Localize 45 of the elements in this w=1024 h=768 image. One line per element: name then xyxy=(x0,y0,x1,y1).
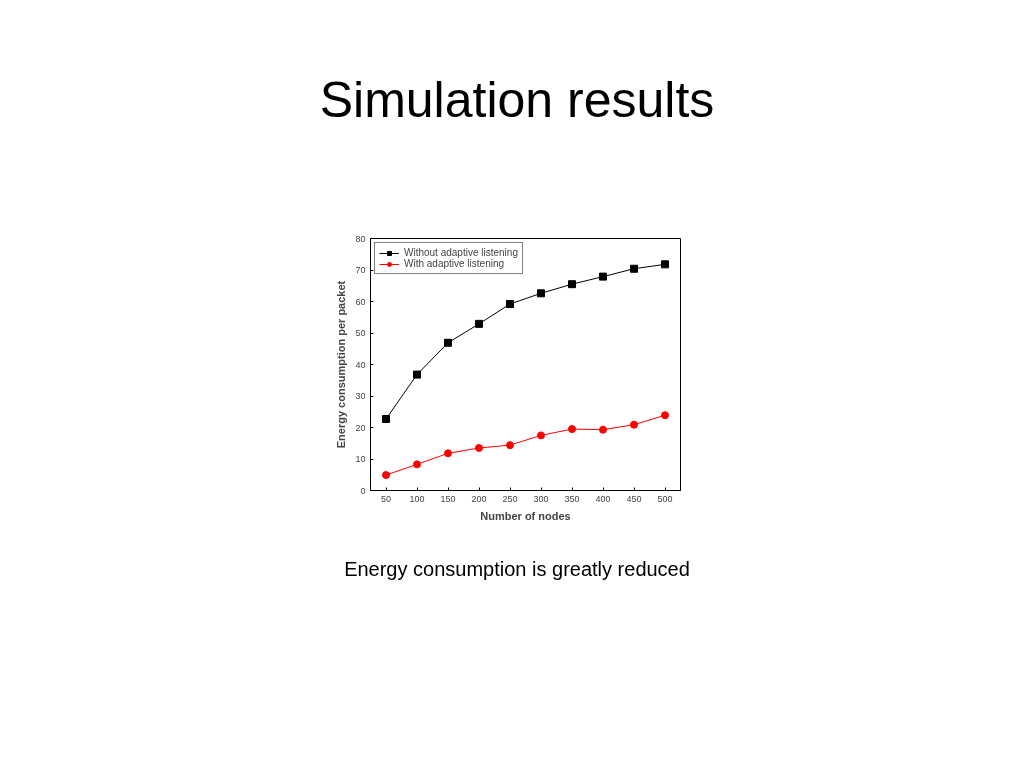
point xyxy=(382,471,390,480)
point xyxy=(537,431,545,440)
point xyxy=(568,425,576,434)
y-axis-title: Energy consumption per packet xyxy=(335,280,348,449)
point xyxy=(444,449,452,458)
y-tick-label: 10 xyxy=(355,454,366,464)
point xyxy=(599,425,607,434)
x-tick-label: 250 xyxy=(502,493,518,504)
y-tick-label: 0 xyxy=(360,485,366,496)
y-tick-label: 80 xyxy=(355,233,366,244)
point xyxy=(537,289,545,298)
point xyxy=(475,319,483,328)
point xyxy=(506,300,514,309)
x-tick-label: 150 xyxy=(440,493,456,504)
point xyxy=(506,441,514,450)
x-tick-label: 300 xyxy=(533,493,549,504)
point xyxy=(413,370,421,379)
legend-label: Without adaptive listening xyxy=(404,247,518,258)
point xyxy=(568,280,576,289)
y-tick-label: 20 xyxy=(355,422,366,433)
x-tick-label: 400 xyxy=(595,493,611,504)
point xyxy=(382,414,390,423)
y-tick-label: 70 xyxy=(355,265,366,275)
x-axis-title: Number of nodes xyxy=(480,509,571,522)
y-tick-label: 50 xyxy=(355,328,366,338)
point xyxy=(475,443,483,452)
x-tick-label: 50 xyxy=(380,493,392,504)
x-tick-label: 200 xyxy=(471,493,487,504)
point xyxy=(630,420,638,429)
point xyxy=(630,264,638,273)
point xyxy=(599,272,607,281)
chart-title: Simulation results xyxy=(319,71,715,130)
point xyxy=(444,338,452,347)
x-tick-label: 350 xyxy=(564,493,580,504)
y-tick-label: 30 xyxy=(355,391,366,401)
point xyxy=(413,460,421,469)
text: Energy consumption is greatly reduced xyxy=(344,557,690,582)
x-tick-label: 100 xyxy=(409,493,425,504)
y-tick-label: 60 xyxy=(355,296,366,307)
x-tick-label: 450 xyxy=(626,493,642,504)
x-tick-label: 500 xyxy=(657,493,673,504)
y-tick-label: 40 xyxy=(355,359,366,370)
legend-label: With adaptive listening xyxy=(404,258,505,269)
point xyxy=(661,260,669,269)
point xyxy=(661,411,669,420)
